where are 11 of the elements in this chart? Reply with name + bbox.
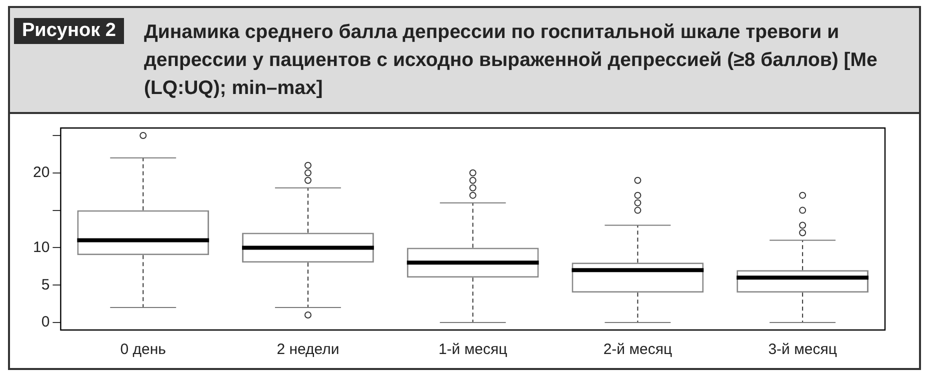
y-tick-label: 10	[32, 238, 50, 256]
x-tick-label: 2 недели	[276, 341, 340, 358]
x-tick-label: 2-й месяц	[603, 341, 672, 358]
text: Рисунок 2	[14, 18, 124, 44]
x-tick-label: 3-й месяц	[768, 341, 838, 358]
chart-title: Динамика среднего балла депрессии по госпитальной шкале тревоги и депрессии у пациентов с исходно выраженной депрессией (≥8 баллов) [Me (LQ:UQ); min–max]	[144, 20, 878, 101]
y-tick-label: 0	[41, 314, 50, 331]
x-tick-label: 0 день	[120, 341, 166, 358]
y-tick-label: 20	[32, 164, 50, 182]
y-tick-label: 5	[41, 276, 50, 294]
x-tick-label: 1-й месяц	[438, 341, 508, 358]
